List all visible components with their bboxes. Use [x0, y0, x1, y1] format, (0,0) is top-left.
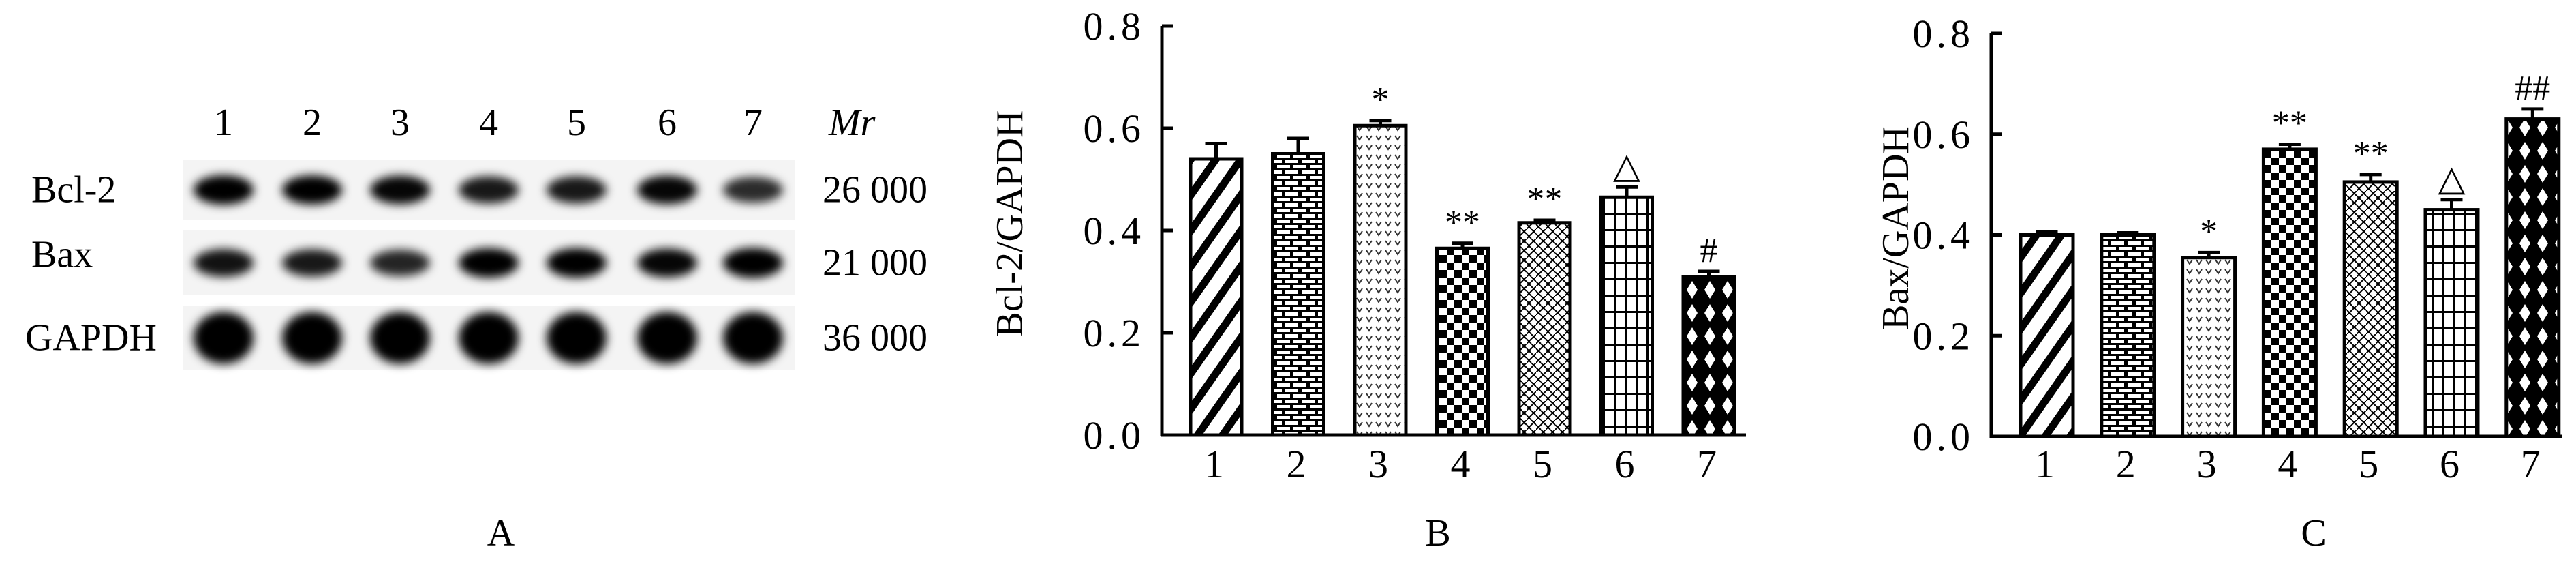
- bar-6: [2423, 208, 2480, 438]
- lane-label: 3: [390, 102, 410, 144]
- protein-band: [723, 248, 783, 278]
- protein-band: [370, 312, 430, 364]
- bar-7: [2504, 117, 2561, 438]
- western-blot-panel: 1 2 3 4 5 6 7 Mr Bcl-2 26 000 Bax 21 000 GAPDH 36 0…: [25, 102, 927, 554]
- significance-mark: **: [2353, 134, 2389, 173]
- protein-band: [370, 175, 430, 205]
- y-tick-label: 0.8: [1913, 12, 1975, 56]
- lane-label: 5: [567, 102, 586, 144]
- protein-band: [282, 312, 342, 364]
- x-tick-label: 1: [1204, 442, 1228, 486]
- significance-mark: **: [1445, 203, 1480, 242]
- significance-mark: *: [1372, 80, 1390, 119]
- x-tick-label: 5: [2359, 442, 2382, 486]
- lane-label: 1: [214, 102, 233, 144]
- bar-5: [1517, 221, 1572, 437]
- x-tick-label: 3: [1368, 442, 1392, 486]
- y-tick-label: 0.2: [1913, 314, 1975, 358]
- y-tick-label: 0.6: [1913, 113, 1975, 157]
- blot-row-gapdh: GAPDH 36 000: [25, 306, 927, 370]
- mr-header: Mr: [828, 102, 876, 144]
- bar-1: [1189, 157, 1244, 437]
- protein-band: [637, 248, 697, 278]
- y-tick-label: 0.4: [1084, 209, 1146, 253]
- protein-band: [547, 312, 607, 364]
- y-tick-label: 0.0: [1084, 413, 1146, 458]
- lane-label: 4: [479, 102, 498, 144]
- y-axis-label: Bcl-2/GAPDH: [989, 110, 1031, 338]
- panel-label-a: A: [487, 512, 515, 554]
- protein-band: [282, 249, 342, 277]
- x-tick-label: 3: [2197, 442, 2221, 486]
- y-tick-label: 0.8: [1084, 4, 1146, 48]
- y-tick-label: 0.4: [1913, 213, 1975, 258]
- blot-row-bax: Bax 21 000: [31, 230, 927, 295]
- protein-band: [282, 175, 342, 205]
- protein-label: GAPDH: [25, 317, 157, 359]
- lane-label: 2: [303, 102, 322, 144]
- bar-3: [1353, 123, 1408, 437]
- y-tick-label: 0.0: [1913, 415, 1975, 459]
- x-tick-label: 4: [1451, 442, 1475, 486]
- molecular-weight: 26 000: [823, 169, 927, 211]
- lane-label: 6: [658, 102, 677, 144]
- protein-band: [194, 249, 254, 277]
- protein-band: [723, 312, 783, 364]
- bar-4: [2261, 147, 2318, 438]
- significance-mark: #: [1700, 231, 1718, 270]
- x-tick-label: 1: [2035, 442, 2059, 486]
- significance-mark: △: [1613, 147, 1640, 185]
- protein-band: [459, 312, 519, 364]
- lane-label: 7: [743, 102, 763, 144]
- significance-mark: **: [1527, 180, 1563, 219]
- significance-mark: ##: [2515, 69, 2550, 108]
- bar-2: [1271, 152, 1325, 437]
- protein-label: Bcl-2: [31, 169, 116, 211]
- protein-label: Bax: [31, 234, 93, 276]
- significance-mark: *: [2200, 212, 2218, 251]
- x-tick-label: 2: [1287, 442, 1310, 486]
- bar-2: [2100, 233, 2156, 438]
- protein-band: [459, 176, 519, 204]
- blot-row-bcl-2: Bcl-2 26 000: [31, 160, 927, 220]
- y-tick-label: 0.2: [1084, 311, 1146, 355]
- protein-band: [370, 250, 430, 276]
- bar-7: [1681, 275, 1736, 437]
- x-tick-label: 4: [2278, 442, 2301, 486]
- y-axis-label: Bax/GAPDH: [1875, 126, 1917, 330]
- bcl2-bar-chart: 1 2 * 3 ** 4 ** 5 △ 6 #7 0.0 0.2 0.4 0.6 0.8 Bcl-2/GAPDH…: [989, 4, 1746, 554]
- panel-label: C: [2301, 512, 2326, 554]
- protein-band: [547, 176, 607, 204]
- significance-mark: **: [2272, 104, 2307, 143]
- panel-label: B: [1425, 512, 1450, 554]
- protein-band: [194, 175, 254, 205]
- x-tick-label: 2: [2116, 442, 2140, 486]
- x-tick-label: 6: [1615, 442, 1639, 486]
- y-tick-label: 0.6: [1084, 106, 1146, 151]
- molecular-weight: 36 000: [823, 317, 927, 359]
- molecular-weight: 21 000: [823, 242, 927, 284]
- protein-band: [637, 175, 697, 205]
- x-tick-label: 5: [1533, 442, 1557, 486]
- protein-band: [459, 248, 519, 278]
- protein-band: [547, 248, 607, 278]
- bar-1: [2019, 233, 2075, 438]
- bar-4: [1435, 246, 1490, 437]
- x-tick-label: 7: [1697, 442, 1721, 486]
- protein-band: [194, 312, 254, 364]
- bar-5: [2342, 180, 2399, 438]
- x-tick-label: 6: [2440, 442, 2464, 486]
- protein-band: [637, 312, 697, 364]
- protein-band: [723, 177, 783, 203]
- x-tick-label: 7: [2521, 442, 2545, 486]
- bar-6: [1599, 195, 1654, 437]
- bax-bar-chart: 1 2 * 3 ** 4 ** 5 △ 6 ## 7 0.0 0.2 0.4 0.6 0.8 Bax/GAPDH C: [1875, 12, 2562, 554]
- significance-mark: △: [2438, 160, 2466, 198]
- bar-3: [2181, 256, 2237, 438]
